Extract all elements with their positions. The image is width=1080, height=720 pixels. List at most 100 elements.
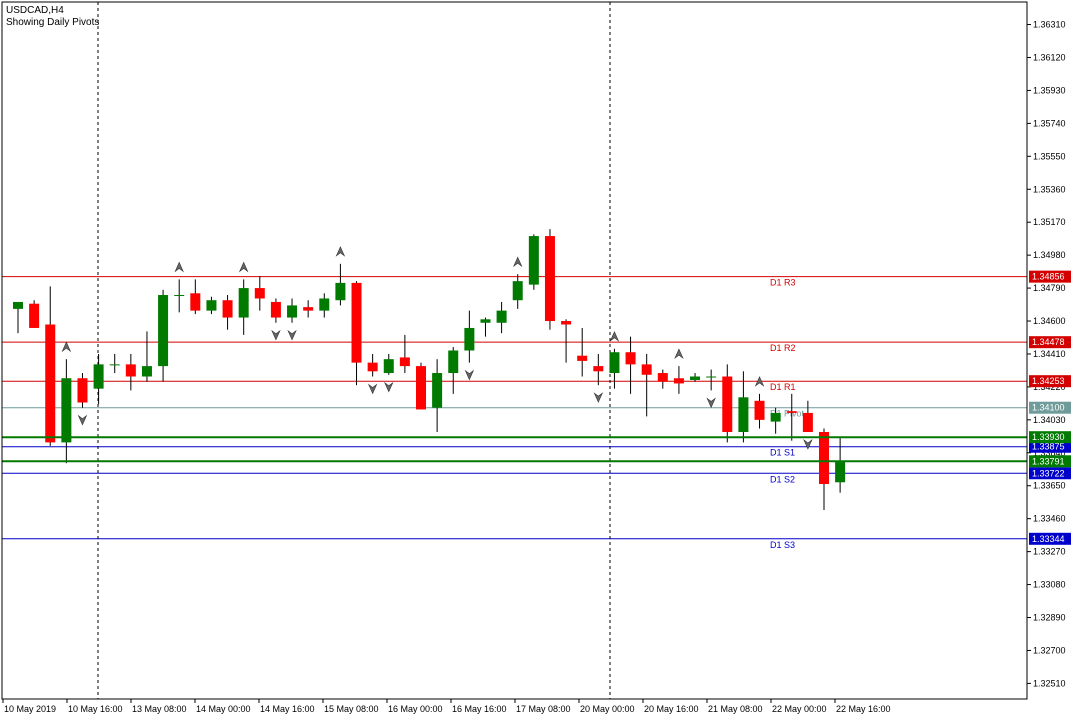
candle-body-bull <box>480 319 491 323</box>
price-axis: 1.36310 1.36120 1.35930 1.35740 1.35550 1.353… <box>1027 20 1066 688</box>
candle-body-bear <box>351 282 362 363</box>
candle-body-bull <box>512 281 523 301</box>
x-tick-label: 20 May 16:00 <box>644 704 699 714</box>
fractal-down-arrow <box>367 383 378 395</box>
price-tag-bg <box>1029 455 1071 468</box>
y-tick-label: 1.34790 <box>1033 283 1066 293</box>
price-tag-bg <box>1029 401 1071 414</box>
y-tick-label: 1.32700 <box>1033 645 1066 655</box>
price-tag-label: 1.34478 <box>1032 337 1065 347</box>
x-tick-label: 17 May 08:00 <box>516 704 571 714</box>
candle-body-bull <box>319 298 330 311</box>
candle-body-bear <box>77 378 88 403</box>
chart-subtitle: Showing Daily Pivots <box>6 17 99 28</box>
fractal-up-arrow <box>238 261 249 273</box>
candle-body-bear <box>561 321 572 325</box>
day-separators <box>97 2 611 699</box>
candle-body-bull <box>238 288 249 318</box>
fractal-up-arrow <box>174 261 184 273</box>
candle-body-bull <box>174 295 185 297</box>
pivot-level-label: D1 S1 <box>770 448 795 458</box>
fractal-down-arrow <box>706 397 716 409</box>
price-tag-label: 1.33791 <box>1032 456 1065 466</box>
y-tick-label: 1.33650 <box>1033 481 1066 491</box>
x-tick-label: 14 May 16:00 <box>260 704 315 714</box>
y-tick-label: 1.36310 <box>1033 20 1066 30</box>
candle-body-bear <box>657 373 668 382</box>
y-tick-label: 1.35740 <box>1033 118 1066 128</box>
candle-body-bear <box>254 288 265 299</box>
y-tick-label: 1.32510 <box>1033 678 1066 688</box>
y-tick-label: 1.35360 <box>1033 184 1066 194</box>
price-tag-label: 1.33875 <box>1032 442 1065 452</box>
candles <box>2 229 1027 511</box>
time-axis: 10 May 2019 10 May 16:00 13 May 08:00 14 Ma… <box>2 699 891 714</box>
y-tick-label: 1.33460 <box>1033 514 1066 524</box>
pivot-level-label: D1 R1 <box>770 382 796 392</box>
candle-body-bull <box>93 364 104 389</box>
pivot-level-label: D1 S3 <box>770 540 795 550</box>
fractal-down-arrow <box>287 329 297 341</box>
candle-body-bear <box>577 355 588 361</box>
chart-title: USDCAD,H4 <box>6 5 64 16</box>
candle-body-bear <box>125 364 136 377</box>
price-tag-bg <box>1029 431 1071 444</box>
candle-body-bull <box>528 236 539 285</box>
fractal-up-arrow <box>512 256 523 268</box>
candle-body-bear <box>367 362 378 372</box>
candle-body-bear <box>416 366 426 410</box>
candle-body-bear <box>29 303 40 328</box>
price-tags: 1.34856 1.34478 1.34253 1.34100 1.33875 1.337… <box>1029 270 1071 545</box>
candle-body-bull <box>61 378 72 443</box>
y-tick-label: 1.34410 <box>1033 349 1066 359</box>
fractal-up-arrow <box>61 341 72 353</box>
y-tick-label: 1.36120 <box>1033 52 1066 62</box>
fractal-down-arrow <box>593 392 604 403</box>
x-tick-label: 14 May 00:00 <box>196 704 251 714</box>
candle-body-bear <box>673 378 684 384</box>
price-tag-label: 1.33344 <box>1032 534 1065 544</box>
y-tick-label: 1.34600 <box>1033 316 1066 326</box>
x-tick-label: 13 May 08:00 <box>132 704 187 714</box>
y-tick-label: 1.33840 <box>1033 448 1066 458</box>
fractal-arrows <box>61 246 813 450</box>
x-tick-label: 22 May 16:00 <box>836 704 891 714</box>
x-tick-label: 15 May 08:00 <box>324 704 379 714</box>
y-tick-label: 1.34980 <box>1033 250 1066 260</box>
candle-body-bear <box>270 301 281 318</box>
price-tag-bg <box>1029 336 1071 349</box>
price-tag-bg <box>1029 467 1071 480</box>
candle-body-bull <box>738 397 749 432</box>
candle-body-bear <box>754 400 765 420</box>
fractal-down-arrow <box>384 381 394 393</box>
x-tick-label: 10 May 16:00 <box>68 704 123 714</box>
fractal-down-arrow <box>803 439 813 450</box>
x-tick-label: 16 May 16:00 <box>452 704 507 714</box>
price-tag-label: 1.33930 <box>1032 432 1065 442</box>
fractal-up-arrow <box>754 376 765 387</box>
candle-body-bull <box>335 282 346 301</box>
pivot-level-label: D1 R3 <box>770 278 796 288</box>
candle-body-bear <box>625 352 636 365</box>
candle-body-bull <box>496 310 507 323</box>
candle-body-bull <box>706 376 717 378</box>
pivot-levels: D1 R3 D1 R2 D1 R1 D1 Pivot D1 S1 D1 S2 D1 S3 <box>2 276 1027 550</box>
fractal-down-arrow <box>77 414 88 426</box>
candle-body-bull <box>690 376 701 380</box>
y-tick-label: 1.32890 <box>1033 613 1066 623</box>
y-tick-label: 1.33080 <box>1033 580 1066 590</box>
candle-body-bull <box>13 301 23 309</box>
price-tag-bg <box>1029 270 1071 283</box>
fractal-down-arrow <box>464 369 475 381</box>
candle-body-bull <box>609 352 620 374</box>
y-tick-label: 1.35930 <box>1033 85 1066 95</box>
candle-body-bull <box>770 412 781 422</box>
candle-body-bull <box>464 327 475 351</box>
y-tick-label: 1.33270 <box>1033 547 1066 557</box>
pivot-level-label: D1 R2 <box>770 343 796 353</box>
candle-body-bear <box>722 376 733 432</box>
candle-body-bear <box>786 411 797 413</box>
pivot-level-label: D1 Pivot <box>770 409 805 419</box>
